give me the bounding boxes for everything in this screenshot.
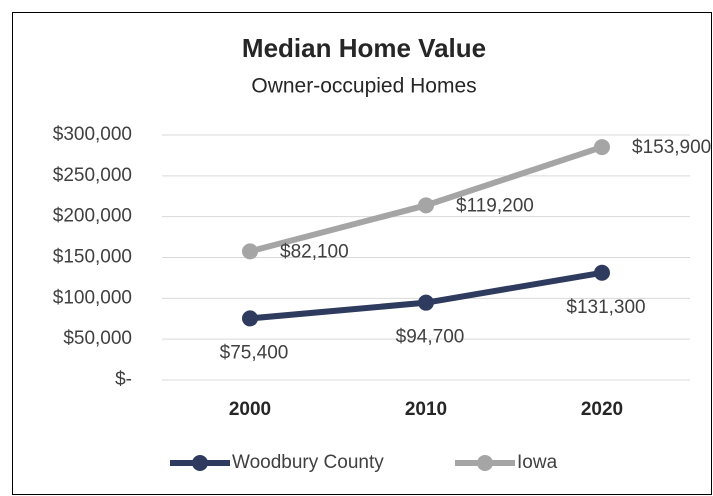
y-tick-label: $150,000 (53, 247, 132, 268)
marker (418, 294, 434, 311)
y-tick-label: $200,000 (53, 206, 132, 227)
marker (242, 243, 258, 260)
data-label: $153,900 (632, 137, 711, 158)
marker (242, 310, 258, 327)
data-label: $131,300 (566, 297, 645, 318)
legend-label: Iowa (517, 452, 558, 473)
frame (12, 12, 712, 495)
legend-marker (192, 455, 208, 471)
y-tick-label: $50,000 (63, 328, 132, 349)
chart-subtitle: Owner-occupied Homes (251, 75, 476, 98)
data-label: $82,100 (280, 241, 349, 262)
x-tick-label: 2000 (229, 399, 271, 420)
marker (418, 197, 434, 214)
data-label: $94,700 (396, 327, 465, 348)
y-tick-label: $- (115, 369, 132, 390)
legend-label: Woodbury County (232, 452, 384, 473)
marker (594, 264, 610, 281)
data-label: $75,400 (220, 342, 289, 363)
x-tick-label: 2010 (405, 399, 447, 420)
x-tick-label: 2020 (581, 399, 623, 420)
y-tick-label: $300,000 (53, 124, 132, 145)
y-tick-label: $100,000 (53, 287, 132, 308)
marker (594, 139, 610, 156)
legend-marker (477, 455, 493, 471)
chart-title: Median Home Value (242, 33, 486, 63)
y-tick-label: $250,000 (53, 165, 132, 186)
data-label: $119,200 (456, 195, 534, 216)
